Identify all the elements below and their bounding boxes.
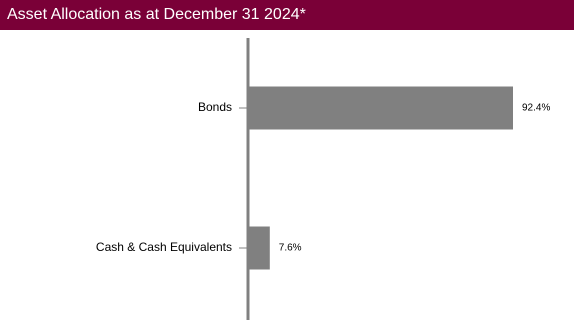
bar-bonds <box>248 86 513 130</box>
ticks-group <box>239 107 248 249</box>
bars-group <box>248 86 513 270</box>
chart-title: Asset Allocation as at December 31 2024* <box>0 0 574 30</box>
data-label-cash-cash-equivalents: 7.6% <box>279 243 302 254</box>
bar-chart: Bonds 92.4% Cash & Cash Equivalents 7.6% <box>96 38 551 320</box>
bar-cash-cash-equivalents <box>248 226 270 270</box>
category-label-bonds: Bonds <box>198 100 232 114</box>
labels-group: Bonds 92.4% Cash & Cash Equivalents 7.6% <box>96 100 551 254</box>
data-label-bonds: 92.4% <box>522 103 550 114</box>
category-label-cash-cash-equivalents: Cash & Cash Equivalents <box>96 240 232 254</box>
